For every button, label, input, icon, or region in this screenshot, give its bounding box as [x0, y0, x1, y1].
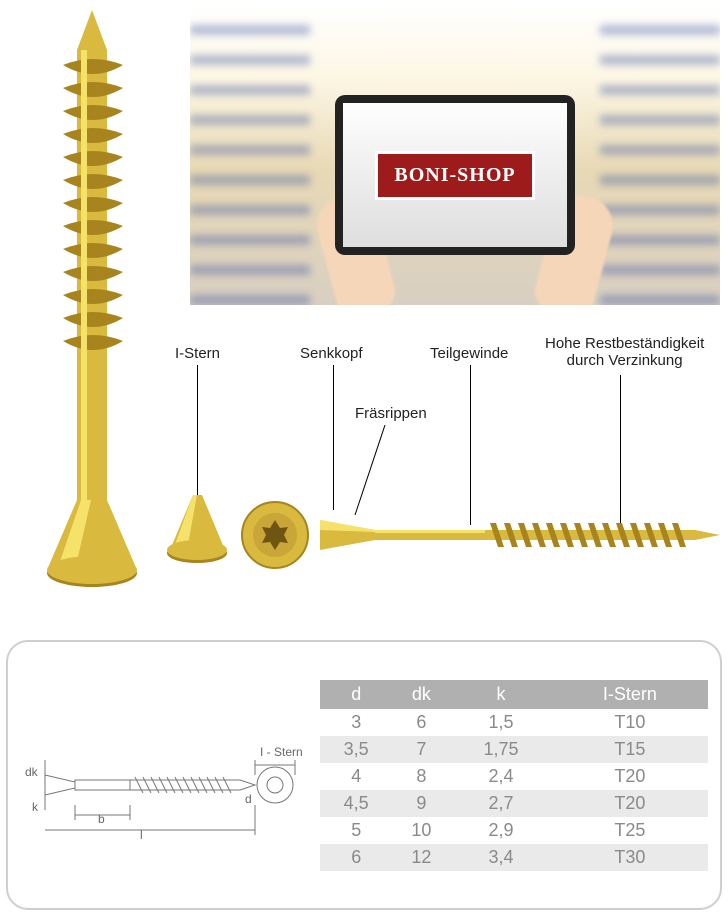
- col-d: d: [320, 680, 392, 709]
- dim-d: d: [245, 792, 252, 806]
- hero-warehouse-image: BONI-SHOP: [190, 5, 720, 305]
- table-row: 361,5T10: [320, 709, 708, 736]
- dim-l: l: [140, 828, 143, 842]
- dim-k: k: [32, 800, 38, 814]
- table-row: 5102,9T25: [320, 817, 708, 844]
- tablet-device: BONI-SHOP: [335, 95, 575, 255]
- brand-badge: BONI-SHOP: [375, 151, 534, 200]
- dimension-drawing: dk k b l d I - Stern: [20, 720, 320, 830]
- label-istern: I-Stern: [175, 345, 220, 362]
- spec-card: dk k b l d I - Stern ddkkI-Stern 361,5T1…: [6, 640, 722, 910]
- screw-head-top-icon: [240, 500, 310, 570]
- label-senkkopf: Senkkopf: [300, 345, 363, 362]
- table-row: 4,592,7T20: [320, 790, 708, 817]
- table-row: 3,571,75T15: [320, 736, 708, 763]
- col-i-stern: I-Stern: [552, 680, 708, 709]
- col-dk: dk: [392, 680, 450, 709]
- spec-table: ddkkI-Stern 361,5T103,571,75T15482,4T204…: [320, 680, 708, 871]
- dim-istern: I - Stern: [260, 745, 303, 759]
- screw-side-image: [320, 505, 720, 565]
- dim-dk: dk: [25, 765, 38, 779]
- large-screw-image: [45, 10, 140, 590]
- label-fraser: Fräsrippen: [355, 405, 427, 422]
- table-row: 482,4T20: [320, 763, 708, 790]
- dim-b: b: [98, 812, 105, 826]
- table-row: 6123,4T30: [320, 844, 708, 871]
- screw-head-side-icon: [165, 490, 230, 580]
- top-section: BONI-SHOP I-Stern Senkkopf Teilgewinde H…: [0, 0, 728, 620]
- col-k: k: [450, 680, 551, 709]
- feature-callouts: I-Stern Senkkopf Teilgewinde Hohe Restbe…: [155, 330, 728, 610]
- label-rest: Hohe Restbeständigkeit durch Verzinkung: [545, 335, 704, 369]
- label-teilgew: Teilgewinde: [430, 345, 508, 362]
